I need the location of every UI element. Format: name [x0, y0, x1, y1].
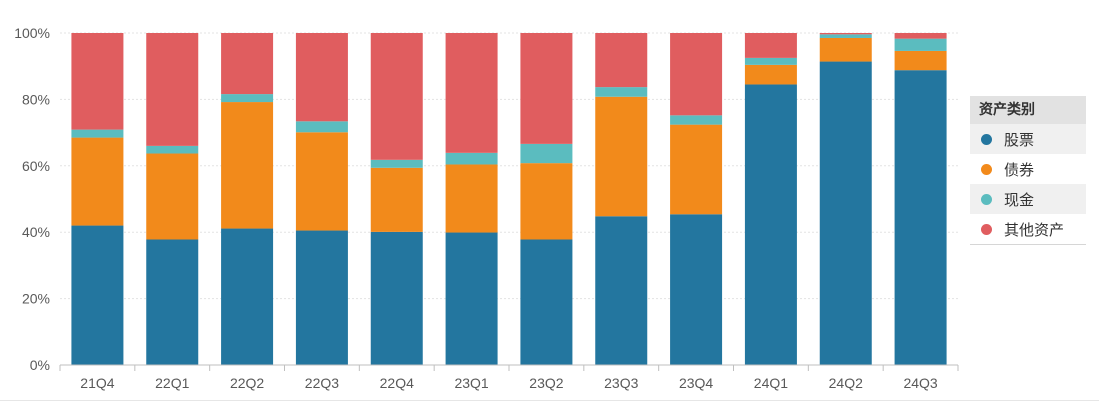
legend-label-other-assets: 其他资产: [1004, 220, 1065, 239]
bar-segment[interactable]: [71, 33, 124, 130]
bar-segment[interactable]: [221, 94, 274, 103]
legend-label-bonds: 债券: [1004, 160, 1035, 179]
bar-stack[interactable]: [370, 33, 423, 365]
bar-stack[interactable]: [670, 33, 723, 365]
bottom-divider: [0, 400, 1099, 401]
y-tick-label: 20%: [22, 291, 50, 307]
grid-lines: [60, 32, 958, 300]
bar-segment[interactable]: [894, 70, 947, 366]
x-tick-label: 22Q2: [230, 375, 264, 391]
x-tick-label: 22Q4: [380, 375, 414, 391]
bar-segment[interactable]: [744, 84, 797, 366]
legend-item-stocks[interactable]: 股票: [970, 124, 1086, 154]
y-tick-label: 100%: [14, 25, 50, 41]
legend-title: 资产类别: [970, 96, 1086, 124]
bar-segment[interactable]: [595, 96, 648, 217]
legend-item-other-assets[interactable]: 其他资产: [970, 214, 1086, 244]
legend-dot-stocks: [981, 133, 992, 145]
bar-segment[interactable]: [744, 64, 797, 85]
x-tick-label: 23Q3: [604, 375, 638, 391]
bar-segment[interactable]: [595, 33, 648, 88]
bar-stack[interactable]: [819, 33, 872, 365]
x-tick-label: 24Q2: [829, 375, 863, 391]
y-axis-ticks: 0% 20% 40% 60% 80% 100%: [14, 25, 50, 373]
bar-segment[interactable]: [221, 102, 274, 229]
bar-segment[interactable]: [744, 57, 797, 65]
bar-segment[interactable]: [295, 132, 348, 231]
bar-stack[interactable]: [445, 33, 498, 365]
bar-stack[interactable]: [221, 33, 274, 365]
y-tick-label: 40%: [22, 224, 50, 240]
bar-segment[interactable]: [146, 239, 199, 365]
bar-segment[interactable]: [146, 33, 199, 146]
bar-segment[interactable]: [819, 61, 872, 365]
bar-segment[interactable]: [370, 33, 423, 160]
legend-label-cash: 现金: [1004, 190, 1035, 209]
x-tick-label: 23Q1: [454, 375, 488, 391]
y-tick-label: 80%: [22, 91, 50, 107]
legend: 资产类别 股票 债券 现金 其他资产: [970, 96, 1086, 245]
bar-stack[interactable]: [146, 33, 199, 365]
bar-stack[interactable]: [71, 33, 124, 365]
bar-segment[interactable]: [520, 33, 573, 144]
bar-segment[interactable]: [520, 143, 573, 164]
bar-segment[interactable]: [370, 159, 423, 168]
bar-segment[interactable]: [595, 216, 648, 365]
bar-segment[interactable]: [221, 33, 274, 95]
bar-segment[interactable]: [595, 87, 648, 97]
bar-segment[interactable]: [670, 33, 723, 116]
bar-segment[interactable]: [670, 214, 723, 365]
bar-stacks: [71, 33, 947, 366]
x-tick-label: 24Q3: [903, 375, 937, 391]
bar-segment[interactable]: [146, 145, 199, 154]
bar-segment[interactable]: [670, 115, 723, 125]
bar-segment[interactable]: [520, 163, 573, 240]
x-tick-label: 24Q1: [754, 375, 788, 391]
bar-segment[interactable]: [819, 37, 872, 62]
bar-stack[interactable]: [894, 33, 947, 366]
bar-segment[interactable]: [295, 121, 348, 133]
y-tick-label: 0%: [30, 357, 50, 373]
legend-item-cash[interactable]: 现金: [970, 184, 1086, 214]
bar-stack[interactable]: [595, 33, 648, 365]
bar-segment[interactable]: [520, 239, 573, 365]
bar-segment[interactable]: [894, 50, 947, 71]
x-tick-label: 21Q4: [80, 375, 114, 391]
x-tick-label: 22Q1: [155, 375, 189, 391]
x-tick-label: 23Q2: [529, 375, 563, 391]
bar-segment[interactable]: [221, 228, 274, 365]
bar-segment[interactable]: [295, 33, 348, 122]
bar-segment[interactable]: [819, 34, 872, 38]
bar-segment[interactable]: [445, 33, 498, 153]
bar-stack[interactable]: [520, 33, 573, 365]
x-axis-ticks: 21Q4 22Q1 22Q2 22Q3 22Q4 23Q1 23Q2 23Q3 23Q4 24Q1…: [59, 365, 959, 391]
x-tick-label: 22Q3: [305, 375, 339, 391]
bar-segment[interactable]: [894, 33, 947, 39]
legend-label-stocks: 股票: [1004, 130, 1035, 149]
bar-segment[interactable]: [295, 230, 348, 365]
bar-segment[interactable]: [445, 164, 498, 233]
y-tick-label: 60%: [22, 158, 50, 174]
bar-segment[interactable]: [894, 38, 947, 51]
legend-dot-bonds: [981, 163, 992, 175]
bar-stack[interactable]: [295, 33, 348, 365]
bar-segment[interactable]: [445, 232, 498, 365]
legend-dot-cash: [981, 193, 992, 205]
bar-segment[interactable]: [146, 153, 199, 240]
bar-segment[interactable]: [71, 137, 124, 226]
legend-item-bonds[interactable]: 债券: [970, 154, 1086, 184]
bar-segment[interactable]: [71, 225, 124, 365]
bar-segment[interactable]: [445, 152, 498, 165]
legend-dot-other-assets: [981, 223, 992, 235]
bar-segment[interactable]: [670, 124, 723, 215]
bar-segment[interactable]: [370, 167, 423, 232]
bar-segment[interactable]: [819, 33, 872, 35]
x-tick-label: 23Q4: [679, 375, 713, 391]
bar-segment[interactable]: [744, 33, 797, 58]
bar-stack[interactable]: [744, 33, 797, 366]
bar-segment[interactable]: [370, 231, 423, 365]
bar-segment[interactable]: [71, 129, 124, 138]
